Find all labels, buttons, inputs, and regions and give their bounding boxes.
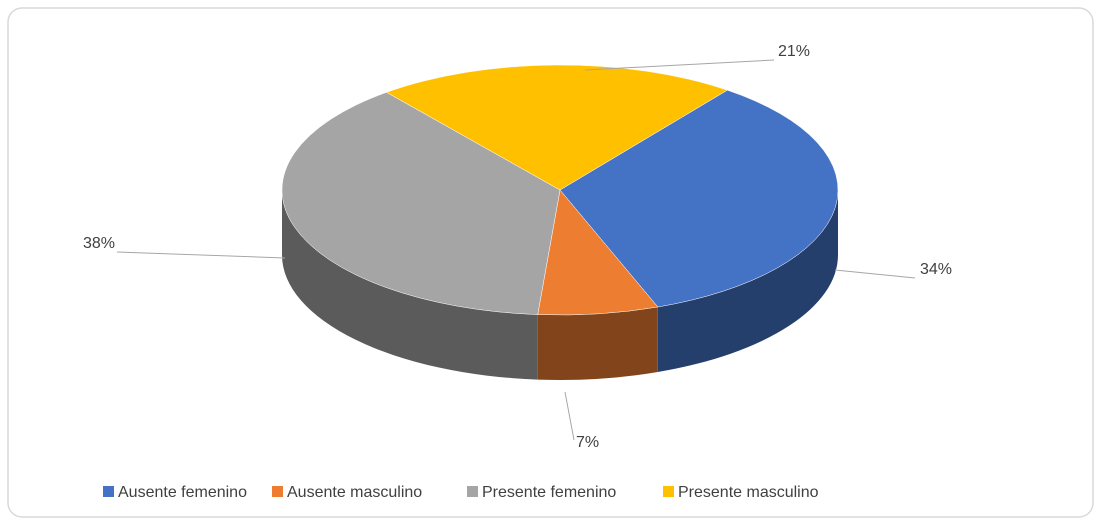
slice-side	[657, 190, 838, 373]
legend-swatch	[467, 486, 478, 497]
slice-side	[282, 190, 538, 380]
data-label: 34%	[920, 261, 952, 278]
data-label: 21%	[778, 43, 810, 60]
legend-swatch	[663, 486, 674, 497]
data-label: 7%	[576, 434, 599, 451]
slice	[537, 189, 659, 316]
legend-label: Ausente femenino	[118, 484, 247, 501]
leader-line	[116, 251, 286, 259]
slice	[281, 92, 561, 315]
legend-label: Presente femenino	[482, 484, 616, 501]
data-label: 38%	[83, 235, 115, 252]
leader-line	[584, 59, 775, 71]
slice	[559, 89, 839, 308]
leader-line	[834, 269, 916, 279]
legend-swatch	[103, 486, 114, 497]
legend-label: Presente masculino	[678, 484, 819, 501]
legend-swatch	[272, 486, 283, 497]
legend-label: Ausente masculino	[287, 484, 422, 501]
leader-line	[564, 391, 575, 441]
slice-side	[537, 307, 658, 380]
slice	[385, 64, 728, 191]
